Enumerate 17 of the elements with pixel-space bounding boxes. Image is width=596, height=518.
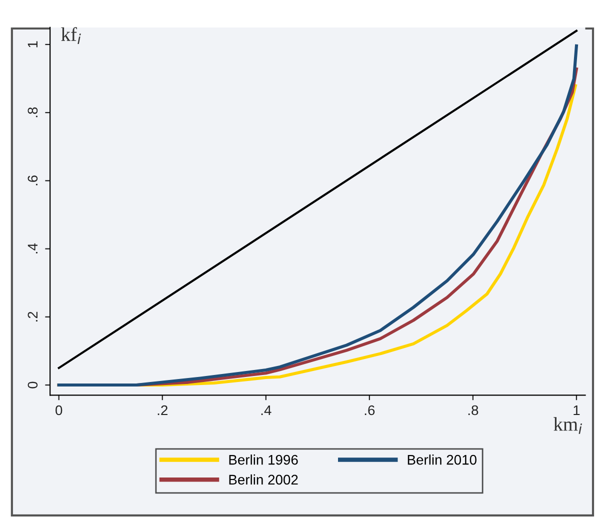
x-tick-label: .2: [158, 405, 168, 416]
x-tick-label: 0: [56, 405, 62, 416]
y-axis-title: kf$_{i}$: [61, 27, 81, 44]
x-tick-label: .8: [468, 405, 478, 416]
legend-label: Berlin 2002: [229, 474, 298, 485]
y-tick-label: .8: [28, 107, 38, 118]
x-tick-label: .6: [364, 405, 375, 416]
y-tick-label: .2: [28, 312, 38, 322]
y-tick-label: 1: [28, 41, 38, 48]
y-tick-label: .6: [28, 176, 38, 186]
legend-label: Berlin 2010: [408, 454, 476, 465]
y-tick-label: 0: [28, 382, 38, 388]
legend-label: Berlin 1996: [229, 454, 298, 465]
x-tick-label: 1: [574, 405, 580, 416]
x-tick-label: .4: [261, 405, 272, 416]
x-axis-title: km$_{i}$: [554, 417, 582, 434]
y-tick-label: .4: [28, 243, 38, 254]
